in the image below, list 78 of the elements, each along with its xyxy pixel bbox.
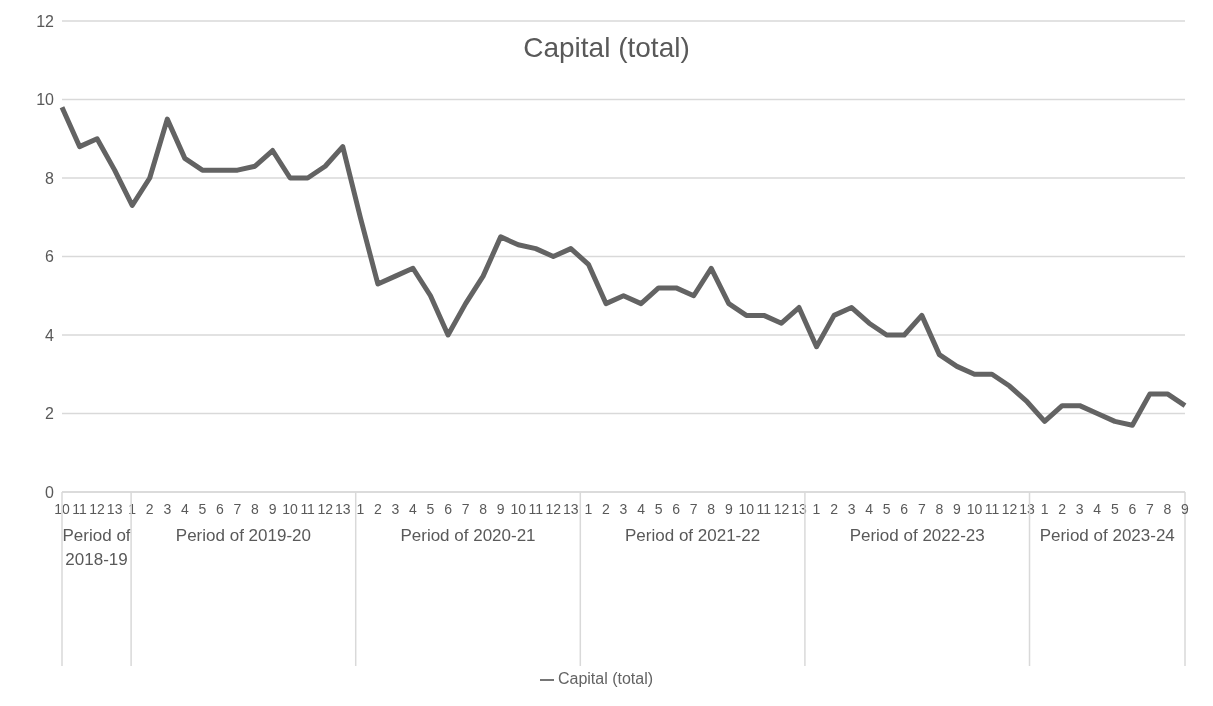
- x-tick-label: 1: [1040, 501, 1049, 517]
- x-tick-label: 9: [724, 501, 733, 517]
- x-tick-label: 8: [707, 501, 716, 517]
- y-tick-label: 0: [45, 483, 55, 501]
- x-tick-label: 7: [1146, 501, 1155, 517]
- x-tick-label: 8: [479, 501, 488, 517]
- text: Period of 2023-24: [1038, 525, 1176, 547]
- x-tick-label: 3: [847, 501, 856, 517]
- x-tick-label: 1: [356, 501, 365, 517]
- y-tick-label: 8: [45, 169, 55, 187]
- x-tick-label: 7: [917, 501, 926, 517]
- x-tick-label: 13: [334, 501, 351, 517]
- x-tick-label: 3: [619, 501, 628, 517]
- x-tick-label: 4: [180, 501, 189, 517]
- x-tick-label: 10: [510, 501, 527, 517]
- x-tick-label: 7: [689, 501, 698, 517]
- x-tick-label: 12: [545, 501, 562, 517]
- x-tick-label: 13: [563, 501, 579, 517]
- x-tick-label: 4: [409, 501, 418, 517]
- text: Period of 2022-23: [848, 525, 986, 547]
- x-tick-label: 3: [391, 501, 400, 517]
- chart-title: Capital (total): [522, 32, 691, 64]
- x-tick-label: 12: [1001, 501, 1018, 517]
- x-tick-label: 5: [1110, 501, 1119, 517]
- y-tick-label: 2: [45, 405, 55, 423]
- x-tick-label: 11: [984, 501, 1000, 517]
- x-tick-label: 5: [198, 501, 207, 517]
- x-tick-label: 13: [106, 501, 123, 517]
- x-tick-label: 4: [637, 501, 646, 517]
- x-tick-label: 10: [282, 501, 299, 517]
- x-tick-label: 9: [496, 501, 505, 517]
- x-tick-label: 11: [528, 501, 544, 517]
- x-tick-label: 7: [233, 501, 242, 517]
- x-tick-label: 8: [1163, 501, 1172, 517]
- x-tick-label: 11: [72, 501, 88, 517]
- text: Period of 2018-19: [62, 525, 132, 571]
- x-tick-label: 1: [584, 501, 593, 517]
- x-tick-label: 5: [882, 501, 891, 517]
- x-tick-label: 11: [756, 501, 772, 517]
- x-tick-label: 1: [812, 501, 821, 517]
- y-tick-label: 10: [36, 91, 55, 109]
- x-tick-label: 12: [773, 501, 790, 517]
- x-tick-label: 8: [935, 501, 944, 517]
- legend-label: Capital (total): [557, 670, 654, 687]
- x-tick-label: 6: [672, 501, 681, 517]
- x-tick-label: 12: [89, 501, 106, 517]
- x-tick-label: 12: [317, 501, 334, 517]
- x-tick-label: 3: [163, 501, 172, 517]
- text: Period of 2021-22: [624, 525, 762, 547]
- x-tick-label: 9: [952, 501, 961, 517]
- x-tick-label: 2: [145, 501, 154, 517]
- x-tick-label: 3: [1075, 501, 1084, 517]
- x-tick-label: 6: [216, 501, 225, 517]
- x-tick-label: 7: [461, 501, 470, 517]
- x-tick-label: 13: [791, 501, 807, 517]
- x-tick-label: 5: [426, 501, 435, 517]
- x-tick-label: 4: [865, 501, 874, 517]
- y-tick-label: 12: [36, 12, 55, 30]
- y-tick-label: 6: [45, 248, 55, 266]
- x-tick-label: 2: [373, 501, 382, 517]
- x-tick-label: 5: [654, 501, 663, 517]
- x-tick-label: 9: [268, 501, 277, 517]
- x-tick-label: 6: [1128, 501, 1137, 517]
- x-tick-label: 2: [830, 501, 839, 517]
- x-tick-label: 11: [300, 501, 316, 517]
- y-tick-label: 4: [45, 326, 55, 344]
- x-tick-label: 6: [444, 501, 453, 517]
- text: Period of 2019-20: [174, 525, 312, 547]
- x-tick-label: 9: [1181, 501, 1190, 517]
- x-tick-label: 2: [1058, 501, 1067, 517]
- x-tick-label: 6: [900, 501, 909, 517]
- x-tick-label: 2: [602, 501, 611, 517]
- x-tick-label: 10: [738, 501, 755, 517]
- x-tick-label: 8: [251, 501, 260, 517]
- x-tick-label: 10: [966, 501, 983, 517]
- x-tick-label: 1: [128, 501, 137, 517]
- text: Period of 2020-21: [399, 525, 537, 547]
- x-tick-label: 4: [1093, 501, 1102, 517]
